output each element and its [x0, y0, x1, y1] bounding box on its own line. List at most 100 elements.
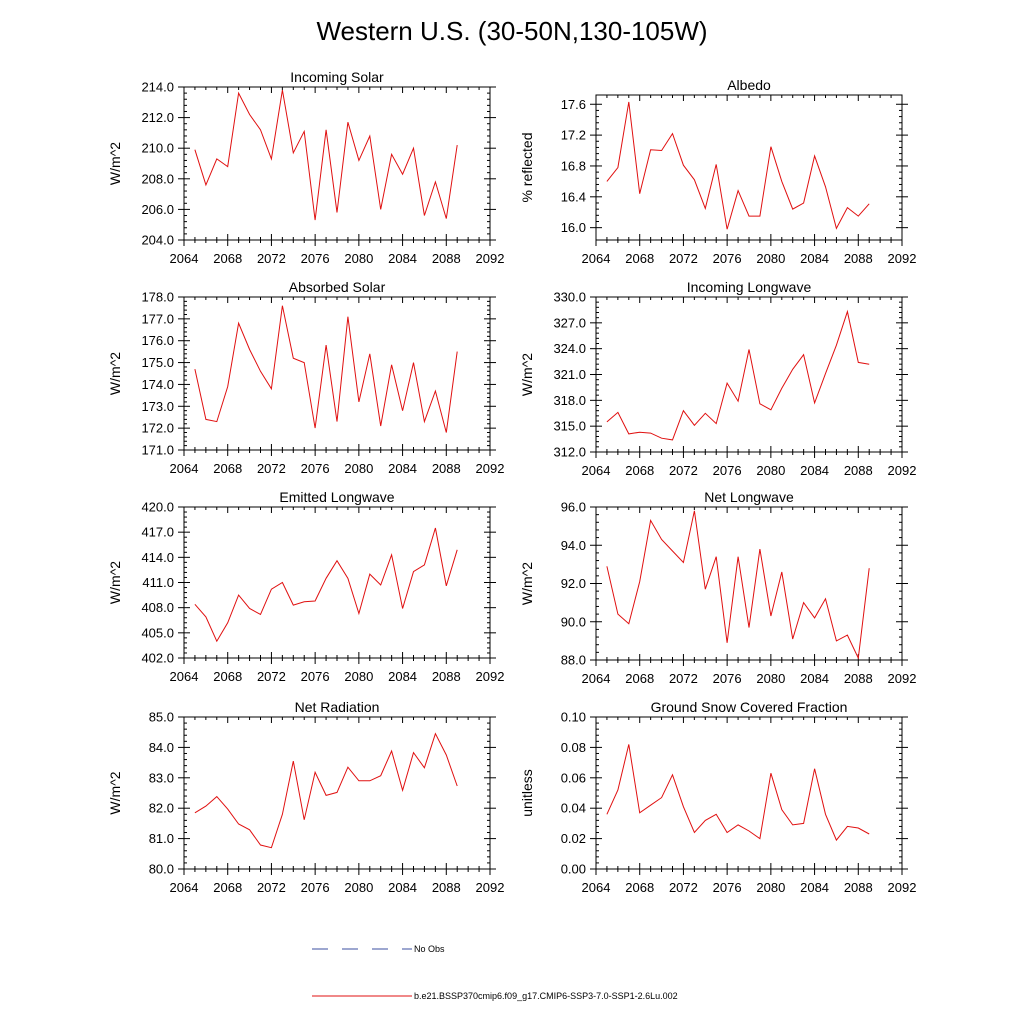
- y-axis-label: W/m^2: [107, 561, 123, 604]
- x-tick-label: 2076: [713, 671, 742, 686]
- y-tick-label: 405.0: [141, 625, 174, 640]
- panel-1: 2064 2068 2072 2076 2080 2084 2088 2092 204.0 206…: [107, 69, 504, 266]
- y-tick-label: 402.0: [141, 651, 174, 666]
- y-tick-label: 175.0: [141, 355, 174, 370]
- x-tick-label: 2064: [582, 251, 611, 266]
- legend-run-label: b.e21.BSSP370cmip6.f09_g17.CMIP6-SSP3-7.…: [414, 991, 678, 1001]
- y-tick-label: 321.0: [553, 367, 586, 382]
- y-tick-label: 0.02: [561, 831, 586, 846]
- legend-no-obs-label: No Obs: [414, 944, 445, 954]
- x-tick-label: 2080: [756, 251, 785, 266]
- x-tick-label: 2092: [888, 671, 917, 686]
- y-tick-label: 417.0: [141, 525, 174, 540]
- x-tick-label: 2064: [170, 251, 199, 266]
- panel-5: 2064 2068 2072 2076 2080 2084 2088 2092 402.0 405…: [107, 489, 504, 684]
- x-tick-label: 2076: [713, 251, 742, 266]
- y-tick-label: 82.0: [149, 801, 174, 816]
- y-tick-label: 414.0: [141, 550, 174, 565]
- x-tick-label: 2068: [213, 880, 242, 895]
- x-tick-label: 2076: [301, 669, 330, 684]
- x-tick-label: 2088: [432, 669, 461, 684]
- panel-2: 2064 2068 2072 2076 2080 2084 2088 2092 16.0 16.4…: [519, 77, 916, 266]
- x-tick-label: 2088: [844, 463, 873, 478]
- panel-title: Incoming Longwave: [687, 279, 812, 295]
- y-tick-label: 96.0: [561, 500, 586, 515]
- x-tick-label: 2084: [800, 463, 829, 478]
- y-tick-label: 214.0: [141, 80, 174, 95]
- x-tick-label: 2088: [432, 251, 461, 266]
- panel-title: Incoming Solar: [290, 69, 384, 85]
- x-tick-label: 2080: [344, 461, 373, 476]
- x-tick-label: 2068: [625, 880, 654, 895]
- series-line: [194, 527, 458, 643]
- y-tick-label: 0.06: [561, 770, 586, 785]
- x-tick-label: 2076: [301, 880, 330, 895]
- x-tick-label: 2076: [301, 461, 330, 476]
- y-tick-label: 176.0: [141, 333, 174, 348]
- x-tick-label: 2064: [170, 669, 199, 684]
- y-tick-label: 210.0: [141, 141, 174, 156]
- plot-frame: [595, 94, 903, 241]
- panel-3: 2064 2068 2072 2076 2080 2084 2088 2092 171.0 172…: [107, 279, 504, 476]
- x-tick-label: 2072: [257, 880, 286, 895]
- x-tick-label: 2088: [432, 880, 461, 895]
- x-tick-label: 2092: [888, 463, 917, 478]
- x-tick-label: 2068: [213, 461, 242, 476]
- x-tick-label: 2080: [344, 669, 373, 684]
- x-tick-label: 2084: [800, 251, 829, 266]
- x-tick-label: 2092: [888, 880, 917, 895]
- plot-frame: [595, 716, 903, 870]
- y-axis-label: W/m^2: [107, 771, 123, 814]
- x-tick-label: 2088: [844, 880, 873, 895]
- series-line: [606, 101, 870, 230]
- x-tick-label: 2068: [625, 251, 654, 266]
- y-tick-label: 172.0: [141, 421, 174, 436]
- panel-title: Net Radiation: [295, 699, 380, 715]
- y-axis-label: % reflected: [519, 132, 535, 202]
- y-tick-label: 0.04: [561, 801, 586, 816]
- y-tick-label: 171.0: [141, 443, 174, 458]
- panel-6: 2064 2068 2072 2076 2080 2084 2088 2092 88.0 90.0…: [519, 489, 916, 686]
- panels: 2064 2068 2072 2076 2080 2084 2088 2092 204.0 206…: [107, 69, 916, 895]
- y-axis-label: W/m^2: [107, 352, 123, 395]
- y-tick-label: 83.0: [149, 770, 174, 785]
- x-tick-label: 2072: [257, 251, 286, 266]
- y-tick-label: 173.0: [141, 399, 174, 414]
- x-tick-label: 2084: [800, 880, 829, 895]
- y-tick-label: 80.0: [149, 862, 174, 877]
- y-tick-label: 17.2: [561, 128, 586, 143]
- panel-title: Albedo: [727, 77, 771, 93]
- plot-frame: [183, 506, 491, 659]
- main-title: Western U.S. (30-50N,130-105W): [316, 16, 707, 46]
- x-tick-label: 2088: [432, 461, 461, 476]
- y-tick-label: 327.0: [553, 315, 586, 330]
- y-tick-label: 81.0: [149, 831, 174, 846]
- x-tick-label: 2088: [844, 251, 873, 266]
- y-axis-label: W/m^2: [107, 142, 123, 185]
- x-tick-label: 2092: [888, 251, 917, 266]
- y-tick-label: 94.0: [561, 538, 586, 553]
- y-tick-label: 92.0: [561, 576, 586, 591]
- x-tick-label: 2068: [625, 671, 654, 686]
- x-tick-label: 2064: [582, 880, 611, 895]
- y-tick-label: 16.8: [561, 158, 586, 173]
- x-tick-label: 2084: [388, 880, 417, 895]
- y-tick-label: 84.0: [149, 740, 174, 755]
- x-tick-label: 2064: [582, 463, 611, 478]
- x-tick-label: 2084: [388, 669, 417, 684]
- x-tick-label: 2080: [344, 880, 373, 895]
- x-tick-label: 2072: [669, 251, 698, 266]
- panel-7: 2064 2068 2072 2076 2080 2084 2088 2092 80.0 81.0…: [107, 699, 504, 895]
- x-tick-label: 2092: [476, 880, 505, 895]
- y-tick-label: 16.0: [561, 220, 586, 235]
- y-tick-label: 324.0: [553, 341, 586, 356]
- series-line: [194, 305, 458, 433]
- x-tick-label: 2080: [756, 463, 785, 478]
- x-tick-label: 2092: [476, 461, 505, 476]
- y-tick-label: 408.0: [141, 600, 174, 615]
- x-tick-label: 2092: [476, 251, 505, 266]
- x-tick-label: 2076: [301, 251, 330, 266]
- plot-frame: [595, 506, 903, 661]
- series-line: [606, 309, 870, 441]
